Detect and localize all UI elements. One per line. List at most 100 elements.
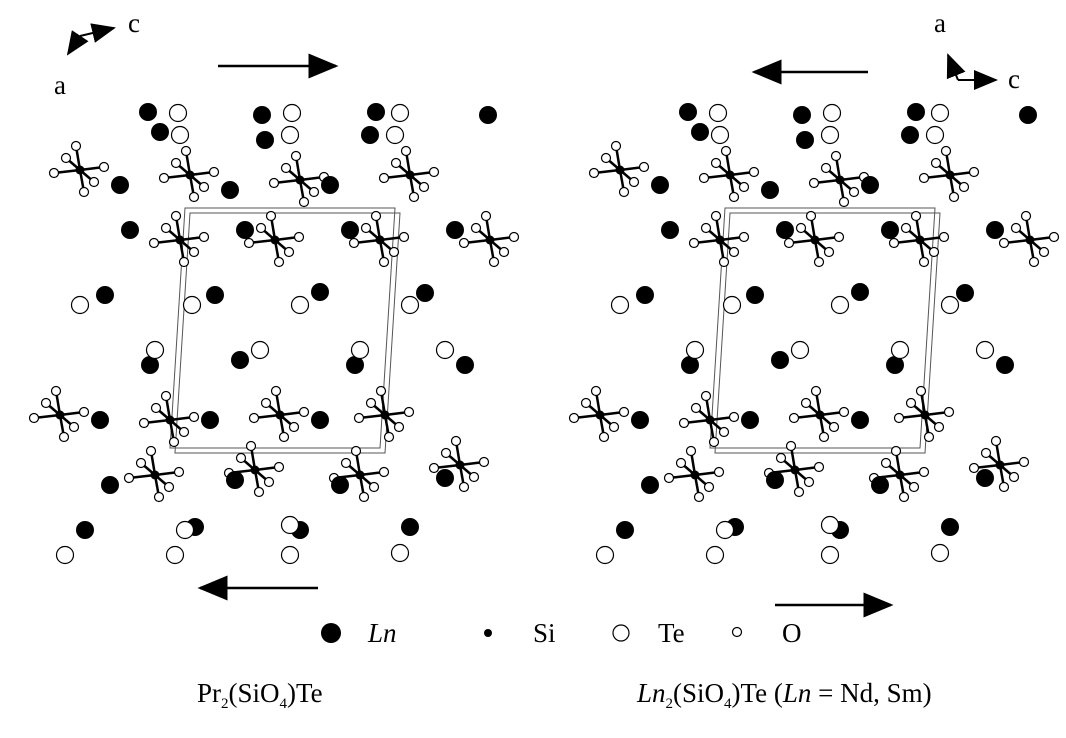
o-atom xyxy=(58,431,70,443)
legend-label: Si xyxy=(533,618,556,648)
legend-label: Ln xyxy=(367,618,397,648)
axis-label: a xyxy=(54,70,66,100)
o-atom xyxy=(610,140,622,152)
o-atom xyxy=(618,406,630,418)
o-atom xyxy=(428,166,440,178)
o-atom xyxy=(188,411,200,423)
o-atom xyxy=(138,417,150,429)
o-atom xyxy=(263,476,275,488)
o-atom xyxy=(880,457,892,469)
o-atom xyxy=(273,256,285,268)
o-atom xyxy=(298,196,310,208)
o-atom xyxy=(488,256,500,268)
ln-atom xyxy=(231,351,249,369)
o-atom xyxy=(608,421,620,433)
unit-cell xyxy=(714,212,941,454)
te-atom xyxy=(930,103,950,123)
te-atom xyxy=(350,340,370,360)
o-atom xyxy=(198,231,210,243)
o-atom xyxy=(283,246,295,258)
o-atom xyxy=(170,157,182,169)
legend-si xyxy=(484,629,492,637)
ln-atom xyxy=(941,518,959,536)
legend-o xyxy=(731,626,743,638)
o-atom xyxy=(78,186,90,198)
o-atom xyxy=(720,145,732,157)
si-atom xyxy=(1025,235,1035,245)
caption: Pr2(SiO4)Te xyxy=(197,678,323,712)
o-atom xyxy=(350,445,362,457)
o-atom xyxy=(600,152,612,164)
o-atom xyxy=(700,222,712,234)
te-atom xyxy=(390,543,410,563)
o-atom xyxy=(340,457,352,469)
o-atom xyxy=(808,177,820,189)
o-atom xyxy=(1028,256,1040,268)
te-atom xyxy=(722,295,742,315)
o-atom xyxy=(370,210,382,222)
o-atom xyxy=(998,481,1010,493)
ln-atom xyxy=(96,286,114,304)
ln-atom xyxy=(321,176,339,194)
te-atom xyxy=(175,520,195,540)
crystal-structures xyxy=(28,103,1060,565)
axis-icon: a c xyxy=(934,8,1020,94)
ln-atom xyxy=(661,221,679,239)
o-atom xyxy=(198,181,210,193)
te-atom xyxy=(705,545,725,565)
caption-part: )Te xyxy=(287,678,323,708)
o-atom xyxy=(958,181,970,193)
o-atom xyxy=(708,436,720,448)
o-atom xyxy=(590,385,602,397)
o-atom xyxy=(150,402,162,414)
ln-atom xyxy=(851,411,869,429)
te-atom xyxy=(390,103,410,123)
ln-atom xyxy=(793,106,811,124)
si-atom xyxy=(715,235,725,245)
ln-atom xyxy=(253,106,271,124)
o-atom xyxy=(833,231,845,243)
ln-atom xyxy=(681,356,699,374)
o-atom xyxy=(783,237,795,249)
o-atom xyxy=(923,431,935,443)
o-atom xyxy=(795,222,807,234)
legend-label: Te xyxy=(658,618,685,648)
o-atom xyxy=(388,246,400,258)
ln-atom xyxy=(986,221,1004,239)
axis-label: c xyxy=(128,8,140,38)
ln-atom xyxy=(361,126,379,144)
o-atom xyxy=(375,385,387,397)
axis-icon: c a xyxy=(54,8,140,100)
o-atom xyxy=(188,191,200,203)
o-atom xyxy=(378,466,390,478)
si-atom xyxy=(615,165,625,175)
ln-atom xyxy=(631,411,649,429)
o-atom xyxy=(728,411,740,423)
ln-atom xyxy=(341,221,359,239)
o-atom xyxy=(785,440,797,452)
o-atom xyxy=(820,162,832,174)
si-atom xyxy=(295,175,305,185)
o-atom xyxy=(398,231,410,243)
o-atom xyxy=(48,167,60,179)
o-atom xyxy=(678,417,690,429)
o-atom xyxy=(688,237,700,249)
o-atom xyxy=(910,210,922,222)
o-atom xyxy=(728,246,740,258)
o-atom xyxy=(810,385,822,397)
o-atom xyxy=(800,397,812,409)
o-atom xyxy=(458,481,470,493)
ln-atom xyxy=(141,356,159,374)
ln-atom xyxy=(881,221,899,239)
o-atom xyxy=(900,222,912,234)
o-atom xyxy=(378,172,390,184)
ln-atom xyxy=(436,469,454,487)
o-atom xyxy=(468,471,480,483)
si-atom xyxy=(835,175,845,185)
o-atom xyxy=(675,457,687,469)
o-atom xyxy=(298,406,310,418)
o-atom xyxy=(718,426,730,438)
ln-atom xyxy=(616,521,634,539)
o-atom xyxy=(738,231,750,243)
